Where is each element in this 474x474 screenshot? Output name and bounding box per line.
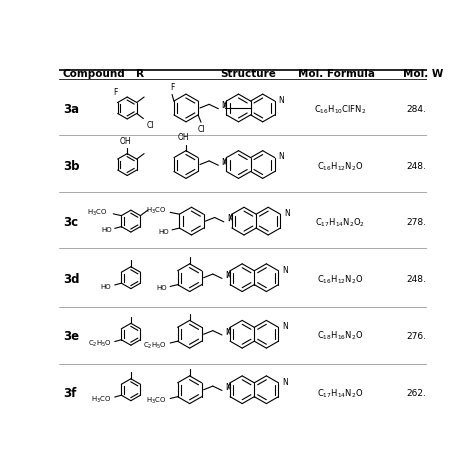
Text: HO: HO bbox=[101, 227, 112, 233]
Text: Compound: Compound bbox=[63, 69, 126, 79]
Text: N: N bbox=[227, 214, 233, 223]
Text: Cl: Cl bbox=[146, 121, 154, 130]
Text: H$_3$CO: H$_3$CO bbox=[146, 396, 166, 406]
Text: F: F bbox=[114, 88, 118, 97]
Text: N: N bbox=[284, 209, 290, 218]
Text: 3a: 3a bbox=[63, 103, 79, 116]
Text: C$_{18}$H$_{16}$N$_2$O: C$_{18}$H$_{16}$N$_2$O bbox=[317, 330, 364, 342]
Text: 248.: 248. bbox=[406, 275, 426, 284]
Text: 3c: 3c bbox=[63, 217, 78, 229]
Text: Cl: Cl bbox=[198, 125, 206, 134]
Text: R: R bbox=[136, 69, 144, 79]
Text: Mol. Formula: Mol. Formula bbox=[298, 69, 375, 79]
Text: C$_{17}$H$_{14}$N$_2$O$_2$: C$_{17}$H$_{14}$N$_2$O$_2$ bbox=[315, 217, 365, 229]
Text: 276.: 276. bbox=[406, 332, 427, 341]
Text: N: N bbox=[221, 101, 227, 110]
Text: N: N bbox=[225, 328, 231, 337]
Text: 248.: 248. bbox=[406, 162, 426, 171]
Text: 284.: 284. bbox=[406, 105, 426, 114]
Text: 3b: 3b bbox=[63, 160, 80, 173]
Text: N: N bbox=[225, 383, 231, 392]
Text: N: N bbox=[225, 271, 231, 280]
Text: C$_{16}$H$_{12}$N$_2$O: C$_{16}$H$_{12}$N$_2$O bbox=[317, 273, 364, 286]
Text: 3e: 3e bbox=[63, 329, 79, 343]
Text: C$_{16}$H$_{10}$ClFN$_2$: C$_{16}$H$_{10}$ClFN$_2$ bbox=[314, 103, 366, 116]
Text: H$_3$CO: H$_3$CO bbox=[146, 206, 166, 216]
Text: N: N bbox=[282, 265, 288, 274]
Text: HO: HO bbox=[100, 284, 111, 290]
Text: N: N bbox=[278, 152, 284, 161]
Text: H$_3$CO: H$_3$CO bbox=[87, 208, 108, 218]
Text: OH: OH bbox=[119, 137, 131, 146]
Text: Structure: Structure bbox=[220, 69, 276, 79]
Text: N: N bbox=[278, 96, 284, 105]
Text: HO: HO bbox=[157, 285, 167, 292]
Text: F: F bbox=[170, 82, 174, 91]
Text: C$_{16}$H$_{12}$N$_2$O: C$_{16}$H$_{12}$N$_2$O bbox=[317, 160, 364, 173]
Text: N: N bbox=[221, 158, 227, 167]
Text: C$_{17}$H$_{14}$N$_2$O: C$_{17}$H$_{14}$N$_2$O bbox=[317, 387, 364, 400]
Text: OH: OH bbox=[177, 133, 189, 142]
Text: 262.: 262. bbox=[406, 389, 426, 398]
Text: C$_2$H$_5$O: C$_2$H$_5$O bbox=[88, 339, 112, 349]
Text: 278.: 278. bbox=[406, 219, 427, 228]
Text: Mol. W: Mol. W bbox=[403, 69, 443, 79]
Text: 3f: 3f bbox=[63, 387, 76, 400]
Text: C$_2$H$_5$O: C$_2$H$_5$O bbox=[143, 340, 166, 351]
Text: N: N bbox=[282, 378, 288, 387]
Text: HO: HO bbox=[158, 229, 169, 235]
Text: H$_3$CO: H$_3$CO bbox=[91, 394, 112, 405]
Text: 3d: 3d bbox=[63, 273, 80, 286]
Text: N: N bbox=[282, 322, 288, 331]
